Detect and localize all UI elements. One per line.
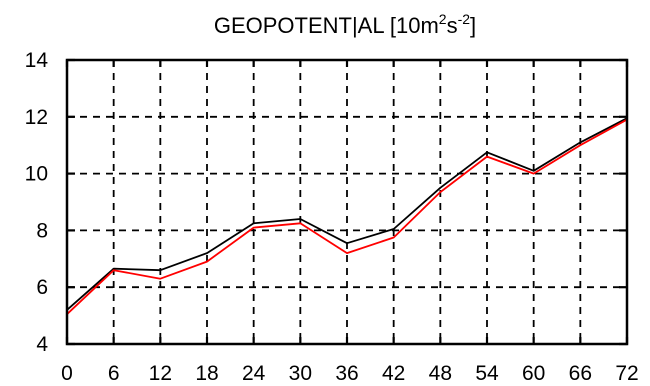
title-end: ] bbox=[470, 13, 476, 38]
x-tick-label: 54 bbox=[475, 362, 499, 385]
x-tick-label: 0 bbox=[61, 362, 73, 385]
y-tick-label: 6 bbox=[36, 276, 48, 299]
y-tick-label: 14 bbox=[25, 49, 49, 72]
series-line-2 bbox=[66, 118, 628, 315]
ticks bbox=[65, 58, 629, 346]
x-tick-label: 36 bbox=[335, 362, 358, 385]
x-tick-label: 12 bbox=[149, 362, 172, 385]
x-tick-label: 18 bbox=[195, 362, 218, 385]
series-layer bbox=[66, 117, 628, 315]
chart-title: GEOPOTENT|AL [10m2s-2] bbox=[214, 11, 476, 38]
x-tick-label: 30 bbox=[289, 362, 312, 385]
y-tick-label: 12 bbox=[25, 106, 48, 129]
title-main: GEOPOTENT|AL [10m bbox=[214, 13, 439, 38]
x-tick-labels: 0 6 12 18 24 30 36 42 48 54 60 66 72 bbox=[61, 362, 639, 385]
x-tick-label: 60 bbox=[522, 362, 545, 385]
y-tick-labels: 4 6 8 10 12 14 bbox=[25, 49, 49, 356]
x-tick-label: 6 bbox=[108, 362, 120, 385]
title-superscript-2: -2 bbox=[458, 11, 471, 27]
y-tick-label: 4 bbox=[36, 333, 48, 356]
x-tick-label: 66 bbox=[569, 362, 592, 385]
x-tick-label: 24 bbox=[242, 362, 266, 385]
series-line-1 bbox=[66, 117, 628, 311]
title-superscript-1: 2 bbox=[439, 11, 447, 27]
x-tick-label: 48 bbox=[429, 362, 452, 385]
y-tick-label: 8 bbox=[36, 219, 48, 242]
x-tick-label: 42 bbox=[382, 362, 405, 385]
grid bbox=[67, 60, 627, 344]
y-tick-label: 10 bbox=[25, 163, 48, 186]
x-tick-label: 72 bbox=[615, 362, 638, 385]
title-middle: s bbox=[447, 13, 458, 38]
